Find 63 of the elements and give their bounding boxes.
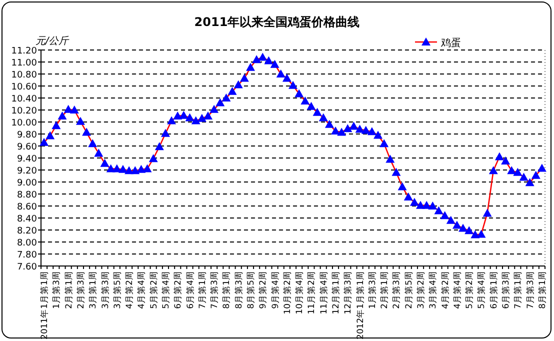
x-tick-label: 10月第4周 [294, 271, 306, 314]
y-tick-label: 10.60 [11, 82, 38, 92]
y-tick-label: 8.60 [16, 202, 38, 212]
y-tick-label: 11.20 [11, 46, 38, 56]
x-tick-label: 7月第3周 [524, 271, 536, 309]
x-tick-label: 1月第3周 [366, 271, 378, 309]
y-tick-label: 8.40 [16, 214, 38, 224]
y-tick-label: 9.40 [16, 154, 38, 164]
chart-title: 2011年以来全国鸡蛋价格曲线 [194, 15, 360, 29]
x-tick-label: 5月第4周 [476, 271, 488, 309]
x-tick-label: 6月第4周 [184, 271, 196, 309]
x-tick-label: 3月第1周 [88, 271, 99, 309]
y-tick-label: 10.80 [11, 70, 38, 80]
y-tick-label: 10.40 [11, 94, 38, 104]
y-tick-label: 9.20 [16, 166, 38, 176]
x-tick-label: 10月第2周 [282, 271, 293, 314]
x-tick-label: 5月第2周 [148, 271, 160, 309]
x-tick-label: 4月第2周 [440, 271, 451, 309]
x-tick-label: 8月第1周 [221, 271, 232, 309]
x-tick-label: 8月第5周 [245, 271, 256, 309]
x-tick-label: 8月第3周 [233, 271, 244, 309]
x-tick-label: 3月第4周 [428, 271, 439, 309]
x-tick-label: 6月第2周 [172, 271, 184, 309]
y-tick-label: 8.00 [16, 238, 38, 248]
x-tick-label: 5月第2周 [464, 271, 476, 309]
x-tick-label: 3月第3周 [100, 271, 111, 309]
x-tick-label: 6月第1周 [488, 271, 500, 309]
y-tick-label: 9.80 [16, 130, 38, 140]
y-tick-label: 9.60 [16, 142, 38, 152]
y-tick-label: 7.80 [16, 250, 38, 260]
x-tick-label: 7月第1周 [512, 271, 524, 309]
x-tick-label: 11月第4周 [318, 271, 330, 314]
y-axis-title: 元/公斤 [35, 35, 70, 47]
x-tick-label: 3月第2周 [416, 271, 427, 309]
x-tick-label: 2月第3周 [391, 271, 402, 309]
legend-label: 鸡蛋 [440, 37, 461, 49]
x-tick-label: 9月第4周 [270, 271, 281, 309]
x-tick-label: 11月第2周 [306, 271, 318, 314]
y-tick-label: 10.20 [11, 106, 38, 116]
x-tick-label: 1月第3周 [51, 271, 62, 309]
x-tick-label: 2月第1周 [379, 271, 390, 309]
x-tick-label: 2月第3周 [75, 271, 86, 309]
legend: 鸡蛋 [415, 38, 461, 49]
y-tick-label: 9.00 [16, 178, 38, 188]
x-tick-label: 3月第5周 [112, 271, 123, 309]
y-tick-label: 8.20 [16, 226, 38, 236]
x-tick-label: 5月第4周 [160, 271, 172, 309]
x-tick-label: 12月第3周 [342, 271, 354, 314]
y-tick-label: 8.80 [16, 190, 38, 200]
x-tick-label: 4月第4周 [452, 271, 463, 309]
x-tick-label: 9月第2周 [258, 271, 269, 309]
x-tick-label: 12月第1周 [330, 271, 342, 314]
x-tick-label: 2月第5周 [403, 271, 414, 309]
x-tick-label: 7月第1周 [196, 271, 208, 309]
y-tick-label: 10.00 [11, 118, 38, 128]
x-tick-label: 4月第2周 [124, 271, 136, 309]
x-tick-label: 6月第3周 [500, 271, 512, 309]
x-tick-label: 8月第1周 [536, 271, 548, 309]
y-tick-label: 7.60 [16, 262, 38, 272]
x-tick-label: 7月第3周 [209, 271, 220, 309]
y-tick-label: 11.00 [11, 58, 38, 68]
x-tick-label: 2月第1周 [63, 271, 74, 309]
x-tick-label: 4月第4周 [136, 271, 148, 309]
